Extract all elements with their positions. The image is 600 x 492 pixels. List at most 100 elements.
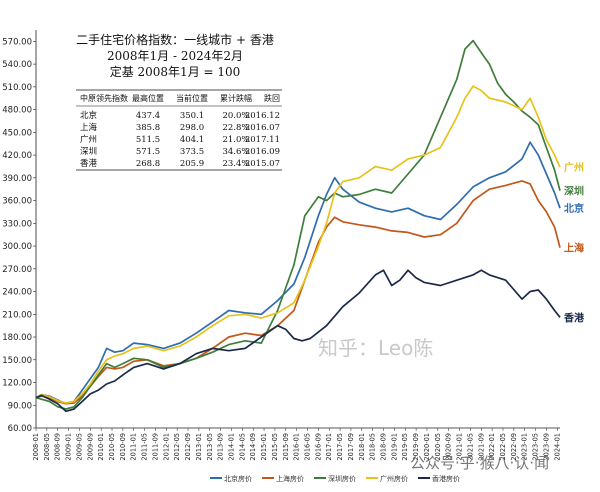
x-tick-label: 2021-05 bbox=[466, 433, 474, 461]
watermark-text: 知乎：Leo陈 bbox=[318, 336, 433, 360]
y-tick-label: 570.00 bbox=[2, 37, 32, 47]
y-tick-label: 90.00 bbox=[8, 401, 32, 411]
table-cell: 437.4 bbox=[136, 111, 160, 121]
title-block: 二手住宅价格指数：一线城市 + 香港 2008年1月 - 2024年2月 定基 … bbox=[76, 32, 274, 79]
series-line-北京 bbox=[35, 141, 561, 405]
x-tick-label: 2018-05 bbox=[369, 433, 377, 461]
x-tick-label: 2016-09 bbox=[314, 433, 322, 461]
legend: 北京房价 上海房价 深圳房价 广州房价 香港房价 bbox=[210, 474, 460, 483]
x-tick-label: 2010-05 bbox=[108, 433, 116, 461]
x-tick-label: 2020-05 bbox=[434, 433, 442, 461]
x-tick-label: 2021-09 bbox=[477, 433, 485, 461]
chart-subtitle-base: 定基 2008年1月 = 100 bbox=[110, 64, 241, 79]
x-tick-label: 2012-09 bbox=[184, 433, 192, 461]
table-cell: 2016.09 bbox=[245, 147, 280, 157]
x-tick-label: 2011-01 bbox=[130, 433, 138, 461]
table-cell: 深圳 bbox=[80, 146, 97, 157]
x-tick-label: 2012-05 bbox=[173, 433, 181, 461]
x-tick-label: 2014-09 bbox=[249, 433, 257, 461]
x-tick-label: 2015-05 bbox=[271, 433, 279, 461]
footer-watermark: 公众号·乎·猴八·认·闻 bbox=[410, 454, 549, 472]
x-tick-label: 2010-09 bbox=[119, 433, 127, 461]
y-tick-label: 330.00 bbox=[2, 219, 32, 229]
table-cell: 298.0 bbox=[180, 123, 204, 133]
table-cell: 2017.11 bbox=[245, 135, 280, 145]
series-layer bbox=[35, 39, 561, 413]
series-line-上海 bbox=[35, 180, 561, 405]
y-tick-label: 360.00 bbox=[2, 197, 32, 207]
x-tick-label: 2020-09 bbox=[445, 433, 453, 461]
table-cell: 20.0% bbox=[222, 111, 249, 121]
y-tick-label: 210.00 bbox=[2, 310, 32, 320]
x-tick-label: 2024-01 bbox=[553, 433, 561, 461]
x-tick-label: 2023-09 bbox=[542, 433, 550, 461]
x-tick-label: 2018-09 bbox=[380, 433, 388, 461]
x-tick-label: 2014-05 bbox=[238, 433, 246, 461]
table-cell: 385.8 bbox=[136, 123, 160, 133]
x-tick-label: 2019-01 bbox=[390, 433, 398, 461]
x-tick-label: 2014-01 bbox=[227, 433, 235, 461]
y-tick-label: 540.00 bbox=[2, 60, 32, 70]
x-tick-label: 2009-01 bbox=[65, 433, 73, 461]
table-cell: 上海 bbox=[80, 122, 98, 133]
x-tick-label: 2020-01 bbox=[423, 433, 431, 461]
legend-label: 北京房价 bbox=[224, 474, 252, 483]
table-cell: 香港 bbox=[80, 158, 98, 169]
y-tick-label: 480.00 bbox=[2, 106, 32, 116]
table-header-cell: 最高位置 bbox=[132, 93, 164, 103]
table-cell: 广州 bbox=[80, 134, 97, 145]
x-tick-label: 2023-01 bbox=[521, 433, 529, 461]
x-tick-label: 2008-01 bbox=[32, 433, 40, 461]
table-cell: 205.9 bbox=[180, 159, 204, 169]
table-header-cell: 累计跌幅 bbox=[220, 93, 252, 103]
x-tick-label: 2012-01 bbox=[162, 433, 170, 461]
x-tick-label: 2009-09 bbox=[86, 433, 94, 461]
x-tick-label: 2013-01 bbox=[195, 433, 203, 461]
x-tick-label: 2019-05 bbox=[401, 433, 409, 461]
y-tick-label: 60.00 bbox=[8, 424, 32, 434]
x-tick-label: 2023-05 bbox=[532, 433, 540, 461]
x-tick-label: 2013-09 bbox=[217, 433, 225, 461]
x-tick-label: 2022-09 bbox=[510, 433, 518, 461]
axis-layer: 60.00 90.00 120.00 150.00 180.00 210.00 240.00… bbox=[2, 30, 561, 461]
x-tick-label: 2008-09 bbox=[54, 433, 62, 461]
chart-title: 二手住宅价格指数：一线城市 + 香港 bbox=[76, 32, 274, 47]
series-line-香港 bbox=[35, 269, 561, 413]
x-tick-label: 2010-01 bbox=[97, 433, 105, 461]
x-tick-label: 2021-01 bbox=[456, 433, 464, 461]
table-cell: 350.1 bbox=[180, 111, 204, 121]
table-header-cell: 跌回 bbox=[264, 93, 280, 103]
y-tick-label: 270.00 bbox=[2, 265, 32, 275]
x-tick-label: 2016-01 bbox=[293, 433, 301, 461]
x-tick-label: 2017-05 bbox=[336, 433, 344, 461]
x-tick-label: 2011-09 bbox=[151, 433, 159, 461]
table-cell: 21.0% bbox=[222, 135, 249, 145]
table-cell: 23.4% bbox=[222, 159, 249, 169]
y-tick-label: 150.00 bbox=[2, 356, 32, 366]
x-tick-label: 2019-09 bbox=[412, 433, 420, 461]
table-cell: 2015.07 bbox=[245, 159, 280, 169]
x-tick-label: 2017-01 bbox=[325, 433, 333, 461]
legend-label: 深圳房价 bbox=[328, 474, 356, 483]
end-label-上海: 上海 bbox=[564, 242, 584, 255]
end-label-广州: 广州 bbox=[564, 161, 584, 174]
x-tick-label: 2022-01 bbox=[488, 433, 496, 461]
y-tick-label: 450.00 bbox=[2, 128, 32, 138]
legend-label: 广州房价 bbox=[380, 474, 408, 483]
end-label-深圳: 深圳 bbox=[564, 185, 584, 198]
y-tick-label: 120.00 bbox=[2, 379, 32, 389]
x-tick-label: 2015-01 bbox=[260, 433, 268, 461]
x-tick-label: 2018-01 bbox=[358, 433, 366, 461]
legend-label: 上海房价 bbox=[276, 474, 304, 483]
series-line-广州 bbox=[35, 85, 561, 404]
x-tick-label: 2013-05 bbox=[206, 433, 214, 461]
y-tick-label: 240.00 bbox=[2, 288, 32, 298]
x-tick-label: 2016-05 bbox=[304, 433, 312, 461]
table-cell: 404.1 bbox=[180, 135, 204, 145]
x-tick-label: 2011-05 bbox=[141, 433, 149, 461]
end-label-北京: 北京 bbox=[564, 202, 584, 215]
table-cell: 22.8% bbox=[222, 123, 249, 133]
